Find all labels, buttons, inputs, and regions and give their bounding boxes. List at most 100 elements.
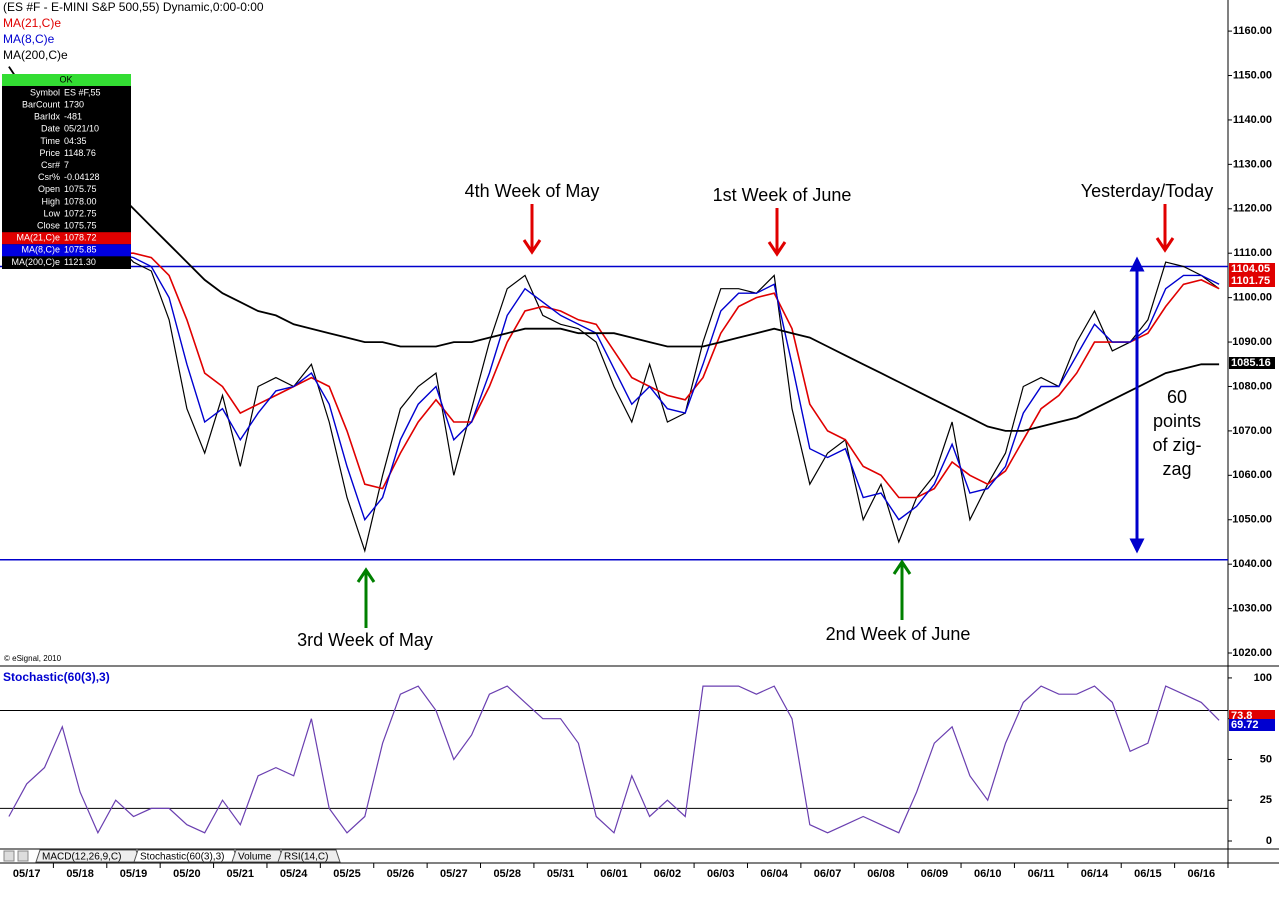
panel-title: (ES #F - E-MINI S&P 500,55) Dynamic,0:00… — [3, 0, 264, 14]
info-value: 1075.75 — [64, 184, 97, 194]
series-line — [8, 203, 1220, 553]
x-tick-label: 06/15 — [1134, 868, 1162, 880]
info-value: 1078.72 — [64, 233, 97, 243]
x-tick-label: 06/01 — [600, 868, 628, 880]
annotation: 60 — [1167, 387, 1187, 407]
info-value: 1730 — [64, 99, 84, 109]
tab-label: RSI(14,C) — [284, 852, 328, 863]
y-tick-label: 1120.00 — [1233, 203, 1272, 215]
series-line — [8, 234, 1220, 499]
value-badge-label: 1104.05 — [1231, 263, 1270, 275]
y-tick-label: 1110.00 — [1233, 247, 1272, 259]
tab-label: Volume — [238, 852, 272, 863]
info-key: Close — [37, 220, 60, 230]
annotation: points — [1153, 411, 1201, 431]
x-tick-label: 06/08 — [867, 868, 895, 880]
x-tick-label: 06/14 — [1081, 868, 1109, 880]
tabs: MACD(12,26,9,C) Stochastic(60(3),3) Volume… — [3, 849, 341, 863]
info-value: ES #F,55 — [64, 87, 101, 97]
copyright: © eSignal, 2010 — [4, 654, 62, 663]
info-value: 05/21/10 — [64, 124, 99, 134]
value-badge-label: 73.8 — [1231, 710, 1252, 722]
y-tick-label: 1030.00 — [1232, 602, 1272, 614]
x-tick-label: 06/16 — [1188, 868, 1216, 880]
info-value: 1121.30 — [64, 257, 96, 267]
info-key: MA(8,C)e — [21, 245, 60, 255]
arrow — [522, 204, 542, 255]
annotation: of zig- — [1152, 435, 1201, 455]
x-tick-label: 06/11 — [1028, 868, 1055, 880]
tab[interactable]: MACD(12,26,9,C) — [35, 849, 141, 863]
info-key: Low — [43, 208, 60, 218]
info-value: 1072.75 — [64, 208, 97, 218]
info-row-bg — [2, 232, 131, 245]
panel-title: Stochastic(60(3),3) — [3, 670, 110, 684]
info-key: Date — [41, 124, 60, 134]
info-header: OK — [59, 74, 72, 84]
scroll-button — [17, 850, 29, 862]
x-tick-label: 05/24 — [280, 868, 308, 880]
info-value: -481 — [64, 112, 82, 122]
tab-label: Stochastic(60(3),3) — [140, 852, 224, 863]
x-tick-label: 06/10 — [974, 868, 1002, 880]
x-tick-label: 06/03 — [707, 868, 735, 880]
info-value: -0.04128 — [64, 172, 100, 182]
arrow — [356, 567, 376, 628]
x-tick-label: 05/19 — [120, 868, 148, 880]
info-key: Price — [39, 148, 60, 158]
legend-entry: MA(8,C)e — [3, 32, 55, 46]
y-tick-label: 1060.00 — [1232, 469, 1272, 481]
annotation: 3rd Week of May — [297, 630, 433, 650]
y-tick-label: 1070.00 — [1232, 425, 1272, 437]
info-key: Csr# — [41, 160, 60, 170]
annotation: 2nd Week of June — [826, 624, 971, 644]
y-tick-label: 1130.00 — [1233, 158, 1272, 170]
x-tick-label: 06/04 — [760, 868, 788, 880]
y-tick-label: 1160.00 — [1233, 25, 1272, 37]
value-badge-label: 69.72 — [1231, 719, 1259, 731]
annotation: 4th Week of May — [465, 181, 600, 201]
info-value: 7 — [64, 160, 69, 170]
x-tick-label: 06/07 — [814, 868, 842, 880]
x-tick-label: 05/21 — [226, 868, 254, 880]
value-badge — [1229, 357, 1275, 369]
y-tick-label: 1080.00 — [1232, 380, 1272, 392]
y-tick-label: 1090.00 — [1232, 336, 1272, 348]
value-badge-label: 1101.75 — [1231, 275, 1270, 287]
tab[interactable]: RSI(14,C) — [277, 849, 341, 863]
series-line — [8, 685, 1220, 835]
info-key: Open — [38, 184, 60, 194]
plot-area: 1020.00 1030.00 1040.00 1050.00 1060.00 1070.… — [0, 0, 1275, 880]
legend-entry: MA(200,C)e — [3, 48, 68, 62]
info-key: BarIdx — [34, 112, 61, 122]
x-tick-label: 05/31 — [547, 868, 575, 880]
y-tick-label: 1140.00 — [1233, 114, 1272, 126]
tab[interactable]: Volume — [231, 849, 285, 863]
x-tick-label: 05/27 — [440, 868, 468, 880]
info-key: Symbol — [30, 87, 60, 97]
x-tick-label: 05/28 — [493, 868, 521, 880]
value-badge — [1229, 263, 1275, 275]
tab-label: MACD(12,26,9,C) — [42, 852, 121, 863]
tab[interactable]: Stochastic(60(3),3) — [133, 849, 239, 863]
y-tick-label: 1040.00 — [1232, 558, 1272, 570]
value-badge — [1229, 275, 1275, 287]
y-tick-label: 1150.00 — [1233, 69, 1272, 81]
y-tick-label: 50 — [1260, 753, 1272, 765]
annotation: 1st Week of June — [713, 185, 852, 205]
legend-entry: MA(21,C)e — [3, 16, 61, 30]
scroll-button — [3, 850, 15, 862]
info-value: 1075.75 — [64, 220, 97, 230]
x-tick-label: 06/09 — [921, 868, 949, 880]
value-badge-label: 1085.16 — [1231, 357, 1271, 369]
info-key: MA(200,C)e — [11, 257, 60, 267]
info-key: Time — [40, 136, 60, 146]
info-key: Csr% — [38, 172, 60, 182]
info-key: BarCount — [22, 99, 61, 109]
info-value: 1078.00 — [64, 196, 97, 206]
x-tick-label: 05/20 — [173, 868, 201, 880]
y-tick-label: 1100.00 — [1233, 292, 1272, 304]
